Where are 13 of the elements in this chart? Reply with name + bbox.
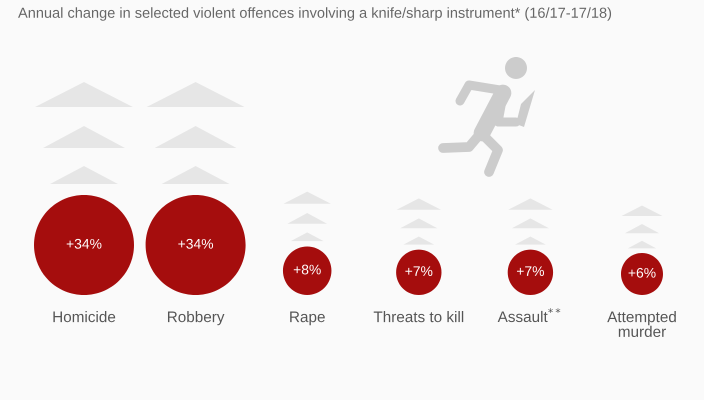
data-label: +8% [294,264,321,274]
text: Annual change in selected violent offences involving a knife/sharp instrument* (16/17-17/18) [18,7,612,21]
category-label: Robbery [168,311,224,326]
category-label: Threats to kill [374,311,464,322]
category-label: Rape [290,312,325,326]
category-label: Homicide [53,311,116,322]
category-label: Attempted murder [607,311,676,338]
category-label: Assault$^{**}$ [498,308,560,322]
data-label: +34% [66,238,102,249]
data-label: +6% [628,268,656,278]
data-label: +7% [516,266,544,276]
data-label: +34% [178,238,214,249]
data-label: +7% [405,266,432,276]
